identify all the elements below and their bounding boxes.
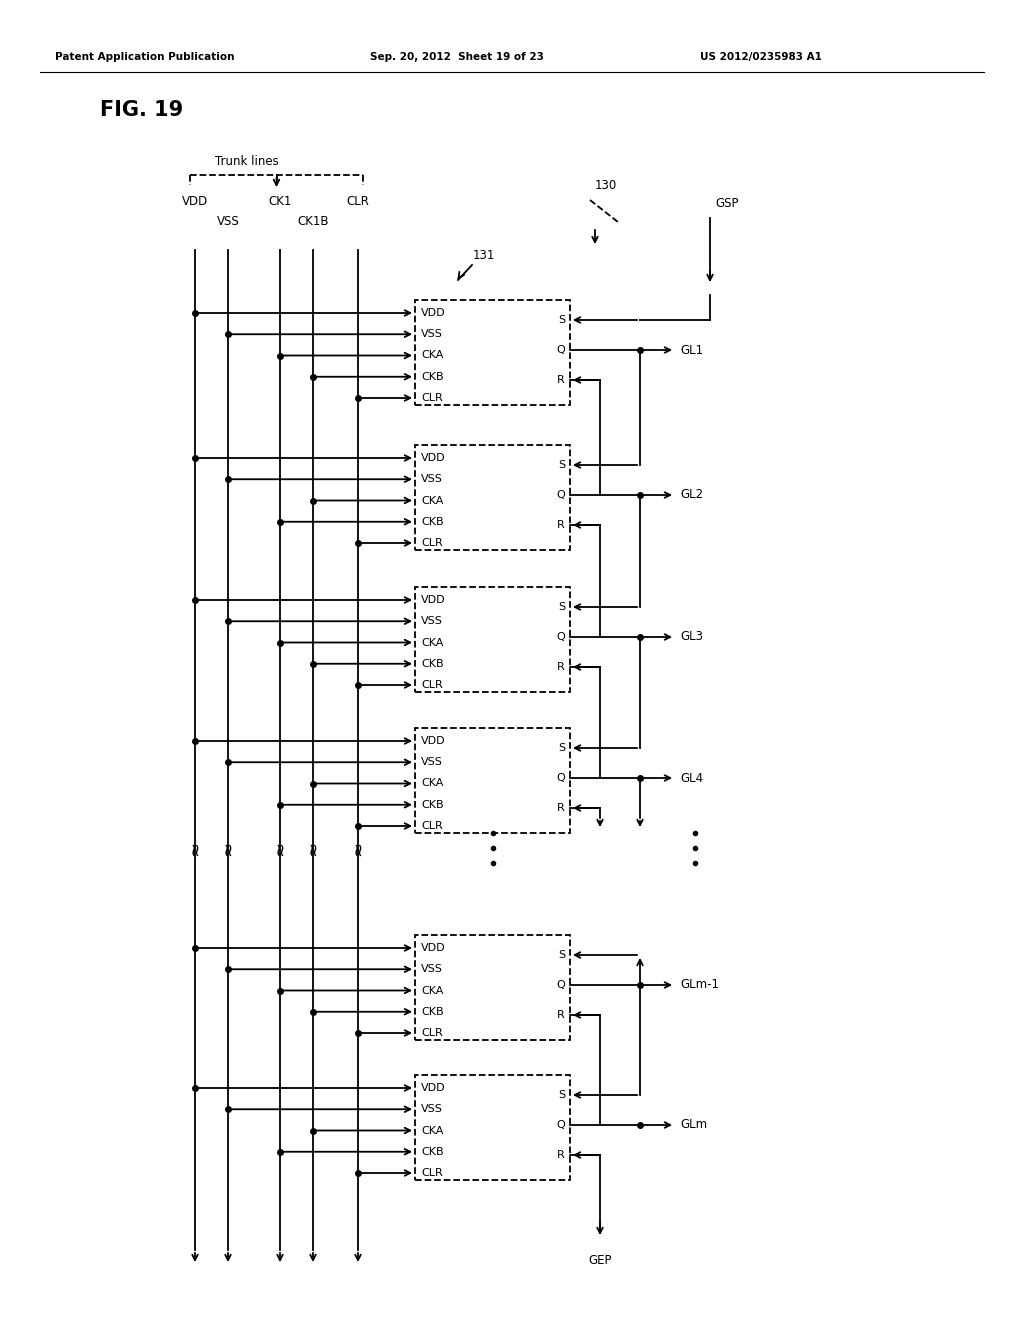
Text: CKA: CKA <box>421 1126 443 1135</box>
Text: R: R <box>557 1010 565 1020</box>
Text: R: R <box>557 803 565 813</box>
Text: CKB: CKB <box>421 1007 443 1016</box>
Text: FIG. 19: FIG. 19 <box>100 100 183 120</box>
Text: CKA: CKA <box>421 638 443 648</box>
Text: GL4: GL4 <box>680 771 703 784</box>
Text: ≈: ≈ <box>304 841 322 855</box>
Text: S: S <box>558 950 565 960</box>
Text: R: R <box>557 1150 565 1160</box>
Text: R: R <box>557 663 565 672</box>
Text: CLR: CLR <box>421 1028 442 1038</box>
Text: GLm-1: GLm-1 <box>680 978 719 991</box>
Text: ≈: ≈ <box>349 841 367 855</box>
FancyBboxPatch shape <box>415 587 570 692</box>
Text: R: R <box>557 375 565 385</box>
Text: Patent Application Publication: Patent Application Publication <box>55 51 234 62</box>
Text: GSP: GSP <box>715 197 738 210</box>
Text: CLR: CLR <box>421 680 442 690</box>
Text: CLR: CLR <box>421 393 442 403</box>
Text: GLm: GLm <box>680 1118 708 1131</box>
Text: CKB: CKB <box>421 372 443 381</box>
Text: GEP: GEP <box>588 1254 611 1266</box>
Text: VDD: VDD <box>182 195 208 209</box>
Text: CK1: CK1 <box>268 195 292 209</box>
Text: Q: Q <box>556 1119 565 1130</box>
FancyBboxPatch shape <box>415 1074 570 1180</box>
Text: CKB: CKB <box>421 516 443 527</box>
Text: Q: Q <box>556 979 565 990</box>
Text: ≈: ≈ <box>219 841 237 855</box>
Text: Q: Q <box>556 632 565 642</box>
Text: GL2: GL2 <box>680 488 703 502</box>
Text: VSS: VSS <box>421 474 442 484</box>
Text: GL1: GL1 <box>680 343 703 356</box>
Text: VDD: VDD <box>421 595 445 605</box>
Text: VDD: VDD <box>421 308 445 318</box>
Text: CLR: CLR <box>346 195 370 209</box>
Text: CKA: CKA <box>421 986 443 995</box>
Text: S: S <box>558 602 565 612</box>
Text: CKB: CKB <box>421 1147 443 1156</box>
Text: CKA: CKA <box>421 351 443 360</box>
Text: S: S <box>558 743 565 752</box>
Text: CKA: CKA <box>421 779 443 788</box>
Text: US 2012/0235983 A1: US 2012/0235983 A1 <box>700 51 822 62</box>
Text: CK1B: CK1B <box>297 215 329 228</box>
Text: Sep. 20, 2012  Sheet 19 of 23: Sep. 20, 2012 Sheet 19 of 23 <box>370 51 544 62</box>
Text: ≈: ≈ <box>186 841 204 855</box>
Text: 130: 130 <box>595 180 617 191</box>
Text: CKA: CKA <box>421 495 443 506</box>
FancyBboxPatch shape <box>415 300 570 405</box>
Text: VDD: VDD <box>421 942 445 953</box>
Text: S: S <box>558 1090 565 1100</box>
Text: VSS: VSS <box>421 1105 442 1114</box>
Text: CLR: CLR <box>421 1168 442 1177</box>
Text: VSS: VSS <box>421 616 442 626</box>
Text: CKB: CKB <box>421 659 443 669</box>
Text: S: S <box>558 459 565 470</box>
Text: Trunk lines: Trunk lines <box>215 154 279 168</box>
Text: VDD: VDD <box>421 1082 445 1093</box>
FancyBboxPatch shape <box>415 935 570 1040</box>
Text: Q: Q <box>556 490 565 500</box>
Text: Q: Q <box>556 345 565 355</box>
Text: CLR: CLR <box>421 821 442 832</box>
Text: VSS: VSS <box>217 215 240 228</box>
Text: VSS: VSS <box>421 964 442 974</box>
Text: CLR: CLR <box>421 539 442 548</box>
Text: GL3: GL3 <box>680 631 703 644</box>
Text: VDD: VDD <box>421 453 445 463</box>
Text: S: S <box>558 315 565 325</box>
Text: VSS: VSS <box>421 329 442 339</box>
Text: R: R <box>557 520 565 531</box>
Text: ≈: ≈ <box>271 841 289 855</box>
FancyBboxPatch shape <box>415 445 570 550</box>
Text: Q: Q <box>556 774 565 783</box>
Text: 131: 131 <box>473 249 496 261</box>
Text: VDD: VDD <box>421 737 445 746</box>
Text: CKB: CKB <box>421 800 443 809</box>
FancyBboxPatch shape <box>415 729 570 833</box>
Text: VSS: VSS <box>421 758 442 767</box>
